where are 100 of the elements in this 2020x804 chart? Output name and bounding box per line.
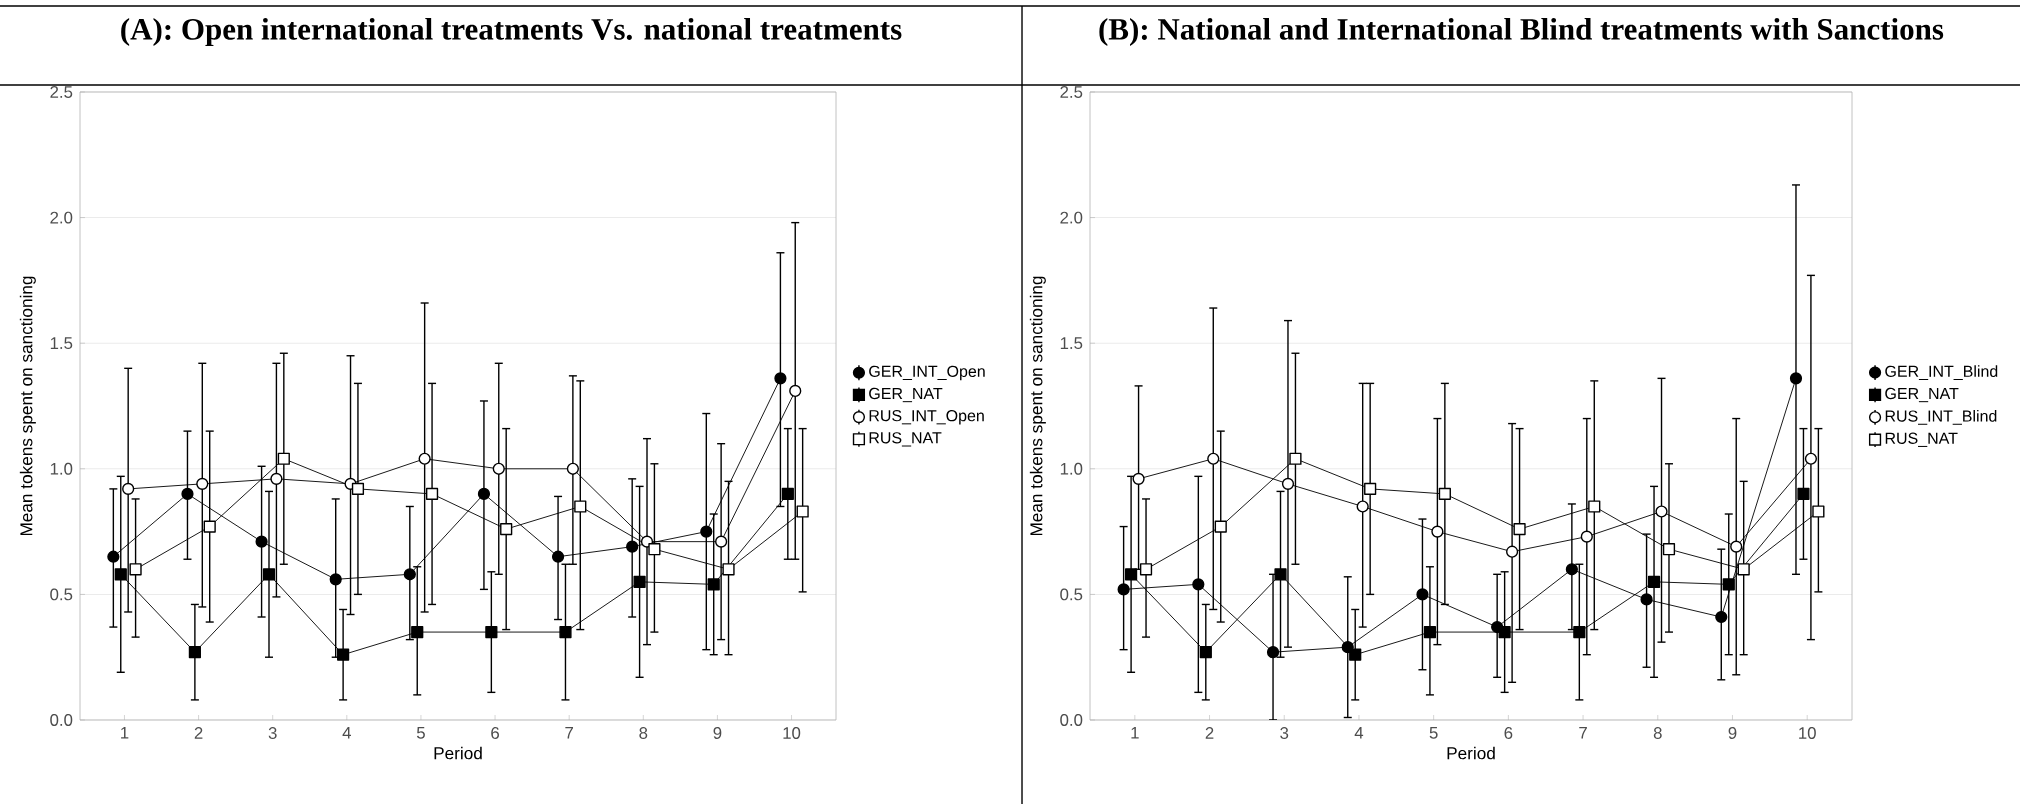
x-tick-label: 7 — [565, 727, 574, 739]
legend-label: GER_INT_Blind — [1885, 365, 1998, 380]
point — [1207, 452, 1220, 465]
point — [1730, 540, 1743, 553]
x-tick-label: 4 — [342, 727, 351, 739]
x-tick-label: 7 — [1579, 727, 1587, 739]
y-tick-label: 2.0 — [50, 211, 73, 224]
x-tick-label: 1 — [121, 727, 129, 739]
x-tick-label: 3 — [268, 727, 277, 739]
point — [1506, 545, 1519, 558]
point — [1722, 578, 1735, 591]
x-tick-label: 2 — [1205, 727, 1214, 739]
y-tick-label: 1.0 — [1060, 462, 1083, 475]
point — [559, 625, 572, 639]
point — [418, 452, 431, 465]
x-axis-title: Period — [1447, 746, 1495, 760]
x-tick-label: 10 — [1799, 727, 1816, 739]
point — [1117, 583, 1130, 596]
point — [1124, 568, 1138, 581]
x-tick-label: 9 — [713, 727, 722, 739]
point — [181, 487, 194, 501]
point — [203, 520, 216, 533]
point — [574, 500, 587, 513]
point — [196, 477, 209, 490]
point — [485, 625, 498, 639]
point — [188, 646, 201, 659]
point — [1349, 648, 1362, 661]
y-tick-label: 1.5 — [1060, 337, 1083, 350]
point — [781, 487, 794, 501]
x-tick-label: 8 — [639, 727, 648, 739]
point — [789, 384, 802, 398]
legend-label: GER_NAT — [1885, 387, 1959, 403]
legend-label: GER_INT_Open — [869, 365, 985, 381]
point — [1341, 641, 1354, 654]
point — [270, 472, 283, 485]
y-tick-label: 1.5 — [50, 337, 73, 350]
point — [1266, 646, 1280, 659]
point — [1498, 625, 1511, 639]
x-tick-label: 1 — [1131, 727, 1139, 739]
x-tick-label: 6 — [491, 727, 500, 739]
point — [1573, 625, 1586, 639]
y-tick-label: 0.5 — [50, 588, 73, 601]
chart-title: (A): Open international treatments Vs. national treatments — [121, 17, 902, 47]
x-tick-label: 5 — [416, 727, 425, 739]
point — [1132, 472, 1145, 485]
point — [1812, 505, 1825, 518]
point — [1289, 452, 1302, 465]
point — [1274, 568, 1287, 581]
point — [351, 482, 365, 495]
y-axis-title: Mean tokens spent on sanctioning — [19, 276, 36, 536]
y-tick-label: 0.0 — [1060, 714, 1083, 726]
point — [1364, 482, 1377, 495]
point — [1416, 588, 1429, 601]
y-tick-label: 2.5 — [50, 86, 73, 98]
y-axis-title: Mean tokens spent on sanctioning — [1029, 276, 1046, 536]
point — [1580, 530, 1593, 543]
point — [551, 550, 565, 563]
x-axis-title: Period — [434, 746, 482, 760]
point — [774, 372, 787, 385]
point — [722, 563, 735, 576]
point — [1715, 610, 1728, 624]
point — [1565, 563, 1578, 576]
y-tick-label: 0.5 — [1060, 588, 1083, 601]
point — [633, 575, 646, 588]
point — [122, 482, 135, 495]
point — [1139, 563, 1153, 576]
point — [114, 568, 127, 581]
x-tick-label: 5 — [1429, 727, 1438, 739]
point — [1199, 646, 1212, 659]
x-tick-label: 3 — [1280, 727, 1289, 739]
y-tick-label: 0.0 — [50, 714, 73, 726]
legend-label: RUS_NAT — [869, 432, 942, 447]
point — [626, 540, 639, 553]
point — [700, 525, 713, 538]
legend-label: RUS_NAT — [1885, 432, 1958, 447]
point — [1431, 525, 1444, 538]
point — [255, 535, 268, 548]
point — [337, 648, 350, 661]
point — [707, 578, 720, 591]
point — [648, 543, 661, 556]
point — [1737, 563, 1750, 576]
point — [1281, 477, 1295, 490]
point — [425, 487, 439, 501]
x-tick-label: 10 — [783, 727, 801, 739]
x-tick-label: 4 — [1354, 727, 1364, 739]
point — [1789, 372, 1803, 385]
point — [1804, 452, 1818, 465]
point — [277, 452, 290, 465]
point — [107, 550, 120, 563]
point — [1662, 543, 1676, 556]
point — [411, 625, 424, 639]
point — [1356, 500, 1369, 513]
x-tick-label: 2 — [194, 727, 203, 739]
y-tick-label: 2.5 — [1060, 86, 1083, 98]
point — [1438, 487, 1451, 501]
legend-label: GER_NAT — [869, 387, 943, 403]
point — [500, 522, 513, 536]
point — [329, 573, 342, 586]
point — [1640, 593, 1653, 606]
point — [1423, 625, 1437, 639]
